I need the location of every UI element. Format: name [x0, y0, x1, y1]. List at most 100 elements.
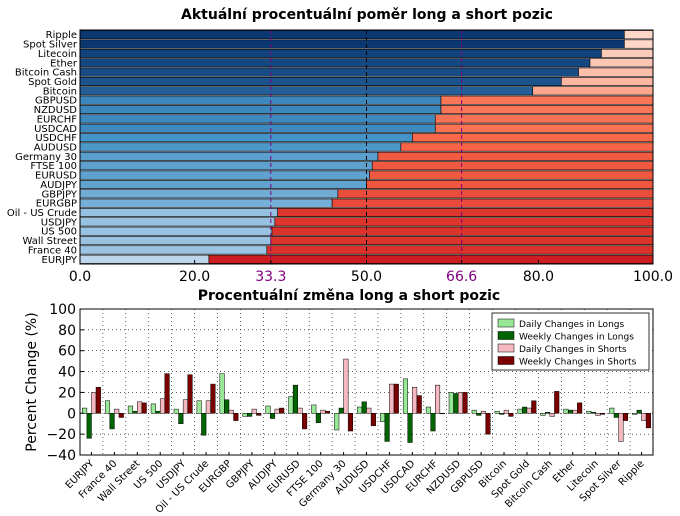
change-bar [141, 402, 147, 414]
change-bar [471, 409, 477, 414]
x-category-label: Ripple [617, 458, 647, 488]
short-bar [589, 58, 654, 68]
change-bar [338, 407, 344, 414]
y-tick-label: 80 [58, 323, 76, 339]
change-bar [256, 413, 262, 416]
change-bar [361, 401, 367, 414]
long-bar [79, 142, 402, 152]
change-bar [476, 413, 482, 416]
change-bar [448, 392, 454, 414]
long-bar [79, 30, 625, 40]
change-bar [526, 407, 532, 414]
short-bar [337, 189, 654, 199]
category-label: Ripple [46, 30, 77, 41]
legend-label: Daily Changes in Longs [519, 320, 624, 330]
legend-label: Weekly Changes in Longs [519, 333, 634, 343]
change-bar [205, 400, 211, 414]
change-bar [586, 410, 592, 414]
long-bar [79, 67, 579, 77]
short-bar [561, 77, 654, 86]
change-bar [95, 386, 101, 414]
category-label: EURUSD [35, 171, 77, 182]
change-bar [347, 413, 353, 432]
change-bar [590, 411, 596, 414]
change-bar [311, 404, 317, 414]
long-bar [79, 114, 436, 124]
change-bar [279, 407, 285, 414]
change-bar [485, 413, 491, 435]
change-bar [114, 408, 120, 414]
change-bar [645, 413, 651, 429]
change-bar [242, 413, 248, 417]
change-bar [618, 413, 624, 442]
change-bar [247, 413, 253, 417]
long-bar [79, 179, 367, 189]
chart2-y-ticks: 100 80 60 40 20 0 −20 −40 [46, 302, 84, 464]
category-label: AUDUSD [34, 143, 78, 154]
legend-label: Weekly Changes in Shorts [519, 358, 637, 368]
change-bar [265, 405, 271, 414]
change-bar [503, 409, 509, 414]
category-label: France 40 [28, 245, 77, 256]
change-bar [435, 384, 441, 414]
short-bar [532, 86, 654, 96]
short-bar [440, 105, 654, 115]
long-bar [79, 208, 278, 217]
long-bar [79, 189, 339, 199]
short-bar [440, 95, 654, 105]
change-bar [288, 396, 294, 414]
change-bar [127, 405, 133, 414]
short-bar [366, 179, 654, 189]
legend-label: Daily Changes in Shorts [519, 345, 627, 355]
change-bar [91, 392, 97, 414]
y-tick-label: 40 [58, 365, 76, 381]
change-bar [549, 413, 555, 417]
change-bar [393, 383, 399, 414]
change-bar [86, 413, 92, 439]
x-tick-label: 50.0 [351, 269, 382, 285]
short-bar [601, 48, 654, 58]
long-bar [79, 226, 273, 236]
change-bar [622, 413, 629, 421]
chart2-y-axis-label: Percent Change (%) [24, 312, 40, 451]
change-bar [233, 413, 239, 421]
chart1-x-ticks: 0.0 20.0 33.3 50.0 66.6 80.0 100.0 [69, 260, 673, 285]
change-bar [320, 409, 326, 414]
change-bar [457, 392, 464, 414]
change-bar [155, 410, 161, 414]
short-bar [377, 151, 654, 161]
long-bar [79, 245, 268, 255]
change-bar [600, 413, 606, 415]
change-bar [370, 413, 376, 427]
change-bar [609, 407, 615, 414]
change-bar [251, 408, 257, 414]
change-bar [334, 413, 340, 431]
x-tick-label: 80.0 [523, 269, 554, 285]
change-bar [402, 378, 409, 414]
long-bar [79, 39, 625, 49]
legend-swatch [497, 331, 515, 340]
category-label: Oil - US Crude [7, 208, 77, 219]
category-label: NZDUSD [34, 105, 78, 116]
change-bar [595, 413, 601, 416]
category-label: Litecoin [38, 49, 77, 60]
category-label: Bitcoin [43, 86, 77, 97]
change-bar [508, 413, 514, 417]
change-bar [274, 408, 280, 414]
legend-swatch [497, 318, 515, 328]
y-tick-label: 20 [58, 385, 76, 401]
x-tick-label: 100.0 [633, 269, 673, 285]
change-bar [173, 408, 179, 414]
category-label: FTSE 100 [30, 161, 77, 172]
legend-swatch [497, 356, 515, 365]
short-bar [578, 67, 654, 77]
category-label: USDCHF [35, 133, 77, 144]
long-bar [79, 236, 272, 246]
y-tick-label: 60 [58, 344, 76, 360]
long-bar [79, 170, 370, 180]
change-bar [567, 409, 574, 414]
long-bar [79, 48, 602, 58]
category-label: AUDJPY [40, 180, 78, 191]
